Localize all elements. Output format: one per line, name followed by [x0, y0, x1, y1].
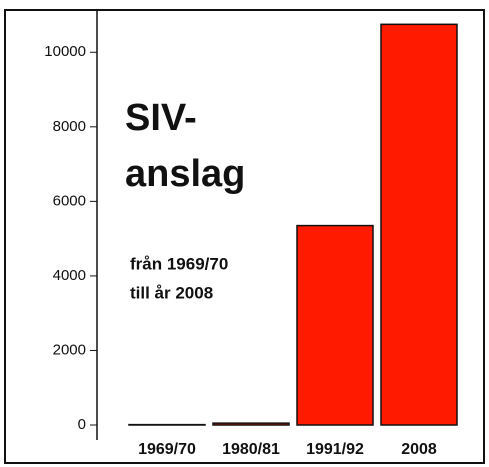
- y-tick-label: 8000: [53, 118, 86, 135]
- y-tick-label: 0: [78, 416, 86, 433]
- y-tick-label: 10000: [44, 43, 86, 60]
- x-tick-label: 2008: [401, 441, 437, 458]
- frame: [4, 9, 485, 464]
- y-tick-label: 4000: [53, 267, 86, 284]
- chart-title: SIV-: [125, 97, 197, 139]
- y-tick-label: 2000: [53, 341, 86, 358]
- bar: [380, 23, 458, 426]
- chart-subtitle: till år 2008: [130, 283, 213, 302]
- chart-subtitle: från 1969/70: [130, 254, 228, 273]
- x-tick-label: 1980/81: [222, 441, 280, 458]
- bar: [212, 422, 290, 426]
- x-tick-label: 1969/70: [138, 441, 196, 458]
- y-tick-label: 6000: [53, 192, 86, 209]
- bar: [296, 224, 374, 426]
- chart-title: anslag: [125, 153, 245, 195]
- x-tick-label: 1991/92: [306, 441, 364, 458]
